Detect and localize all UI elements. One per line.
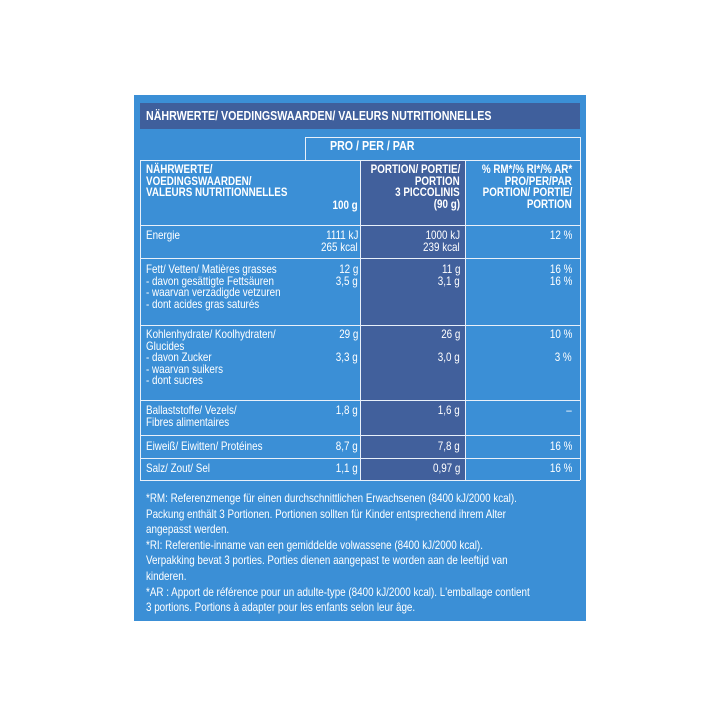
cell-value: 26 g	[440, 327, 460, 341]
cell-value: 3,5 g	[336, 273, 358, 288]
column-header: PORTION/ PORTIE/	[482, 185, 572, 199]
rule	[140, 160, 141, 480]
cell-value: 11 g	[441, 262, 460, 276]
cell-value: 16 %	[549, 273, 572, 288]
portion-column-bg	[360, 160, 465, 480]
column-header: 100 g	[332, 198, 358, 212]
footnote: Packung enthält 3 Portionen. Portionen s…	[146, 506, 506, 521]
footnote: angepasst werden.	[146, 522, 230, 537]
row-label: - waarvan suikers	[146, 361, 224, 376]
footnote: *RM: Referenzmenge für einen durchschnit…	[146, 491, 517, 505]
cell-value: 12 %	[549, 228, 572, 242]
row-label: Ballaststoffe/ Vezels/	[146, 403, 237, 417]
cell-value: 239 kcal	[423, 239, 460, 254]
title-bar	[140, 103, 580, 129]
column-header: PORTION	[415, 173, 460, 188]
row-label: - dont acides gras saturés	[146, 296, 260, 311]
rule	[360, 160, 361, 480]
cell-value: 16 %	[549, 262, 572, 276]
footnote: 3 portions. Portions à adapter pour les …	[146, 600, 416, 615]
footnote: *RI: Referentie-inname van een gemiddeld…	[146, 537, 483, 552]
footnote: *AR : Apport de référence pour un adulte…	[146, 584, 530, 599]
cell-value: 1111 kJ	[325, 228, 358, 242]
column-header: PRO/PER/PAR	[504, 173, 572, 188]
rule	[305, 137, 580, 138]
column-header: (90 g)	[433, 196, 460, 211]
cell-value: 1,8 g	[336, 403, 358, 417]
group-header: PRO / PER / PAR	[330, 138, 415, 153]
rule	[465, 160, 466, 480]
cell-value: 3,1 g	[438, 273, 460, 288]
cell-value: 8,7 g	[336, 439, 358, 453]
row-label: Glucides	[146, 338, 185, 353]
column-header: 3 PICCOLINIS	[395, 185, 460, 199]
row-label: Fibres alimentaires	[146, 414, 230, 429]
row-label: - dont sucres	[146, 373, 203, 387]
row-label: Kohlenhydrate/ Koolhydraten/	[146, 327, 276, 341]
cell-value: –	[566, 403, 572, 417]
cell-value: 1,1 g	[336, 461, 358, 475]
title: NÄHRWERTE/ VOEDINGSWAARDEN/ VALEURS NUTR…	[146, 108, 492, 123]
rule	[580, 137, 581, 480]
row-label: Eiweiß/ Eiwitten/ Protéines	[146, 439, 263, 453]
column-header: VALEURS NUTRITIONNELLES	[146, 185, 288, 199]
column-header: NÄHRWERTE/	[146, 162, 213, 176]
cell-value: 3,3 g	[336, 350, 358, 364]
cell-value: 0,97 g	[432, 461, 460, 475]
cell-value: 7,8 g	[438, 439, 460, 453]
cell-value: 16 %	[549, 461, 572, 475]
rule	[305, 137, 306, 160]
column-header: PORTION	[527, 196, 572, 211]
column-header: PORTION/ PORTIE/	[370, 162, 460, 176]
row-label: Salz/ Zout/ Sel	[146, 461, 210, 475]
rule	[140, 480, 580, 481]
cell-value: 265 kcal	[321, 239, 358, 254]
cell-value: 3,0 g	[438, 350, 460, 364]
cell-value: 16 %	[549, 439, 572, 453]
column-header: % RM*/% RI*/% AR*	[481, 162, 572, 176]
footnote: kinderen.	[146, 569, 187, 583]
cell-value: 1000 kJ	[425, 228, 460, 242]
row-label: - waarvan verzadigde vetzuren	[146, 285, 281, 299]
cell-value: 10 %	[549, 327, 572, 341]
footnote: Verpakking bevat 3 porties. Porties dien…	[146, 553, 508, 568]
cell-value: 3 %	[555, 350, 572, 364]
row-label: Fett/ Vetten/ Matières grasses	[146, 262, 277, 276]
cell-value: 1,6 g	[438, 403, 460, 417]
column-header: VOEDINGSWAARDEN/	[146, 173, 252, 188]
row-label: - davon Zucker	[146, 350, 212, 364]
cell-value: 12 g	[338, 262, 358, 276]
row-label: - davon gesättigte Fettsäuren	[146, 273, 274, 288]
row-label: Energie	[146, 228, 180, 242]
cell-value: 29 g	[338, 327, 358, 341]
